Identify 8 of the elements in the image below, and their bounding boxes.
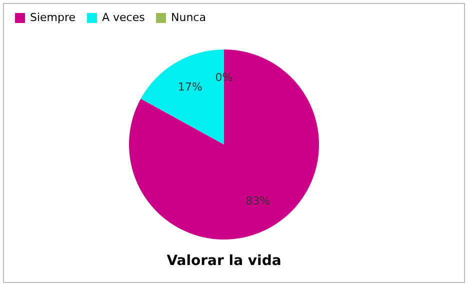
data-label: 83% <box>246 194 270 208</box>
legend-label: Nunca <box>171 11 206 24</box>
pie-slice <box>129 50 319 240</box>
legend-label: A veces <box>102 11 146 24</box>
text: 0% <box>215 71 233 84</box>
text: Valorar la vida <box>166 253 282 269</box>
data-label: 17% <box>178 80 202 94</box>
legend-label: Siempre <box>30 11 76 24</box>
